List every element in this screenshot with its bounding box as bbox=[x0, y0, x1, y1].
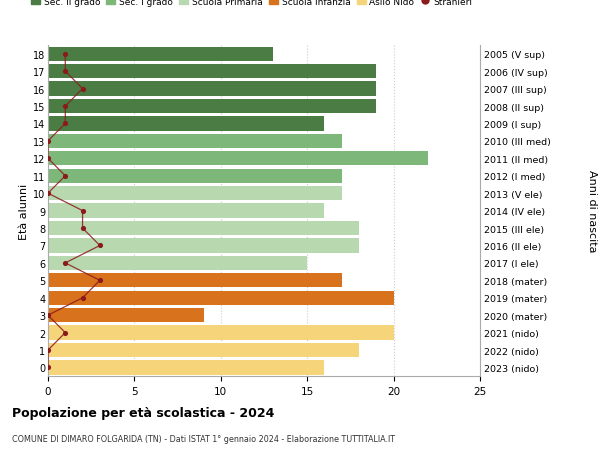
Bar bbox=[48, 274, 342, 288]
Point bbox=[78, 207, 88, 215]
Point bbox=[61, 173, 70, 180]
Point bbox=[43, 347, 53, 354]
Text: COMUNE DI DIMARO FOLGARIDA (TN) - Dati ISTAT 1° gennaio 2024 - Elaborazione TUTT: COMUNE DI DIMARO FOLGARIDA (TN) - Dati I… bbox=[12, 434, 395, 443]
Point bbox=[43, 190, 53, 197]
Bar bbox=[48, 204, 325, 218]
Point bbox=[78, 86, 88, 93]
Bar bbox=[48, 256, 307, 270]
Bar bbox=[48, 152, 428, 166]
Point bbox=[61, 121, 70, 128]
Point bbox=[43, 364, 53, 371]
Bar bbox=[48, 291, 394, 305]
Bar bbox=[48, 134, 342, 149]
Point bbox=[95, 277, 104, 285]
Bar bbox=[48, 169, 342, 184]
Point bbox=[61, 68, 70, 76]
Point bbox=[95, 242, 104, 250]
Bar bbox=[48, 221, 359, 235]
Bar bbox=[48, 187, 342, 201]
Y-axis label: Età alunni: Età alunni bbox=[19, 183, 29, 239]
Text: Popolazione per età scolastica - 2024: Popolazione per età scolastica - 2024 bbox=[12, 406, 274, 419]
Point bbox=[61, 260, 70, 267]
Bar bbox=[48, 65, 376, 79]
Legend: Sec. II grado, Sec. I grado, Scuola Primaria, Scuola Infanzia, Asilo Nido, Stran: Sec. II grado, Sec. I grado, Scuola Prim… bbox=[31, 0, 472, 6]
Point bbox=[43, 138, 53, 145]
Point bbox=[78, 225, 88, 232]
Point bbox=[61, 51, 70, 58]
Point bbox=[43, 155, 53, 162]
Bar bbox=[48, 239, 359, 253]
Point bbox=[61, 103, 70, 111]
Bar bbox=[48, 47, 272, 62]
Point bbox=[78, 294, 88, 302]
Point bbox=[61, 329, 70, 336]
Text: Anni di nascita: Anni di nascita bbox=[587, 170, 597, 252]
Bar bbox=[48, 343, 359, 358]
Bar bbox=[48, 100, 376, 114]
Bar bbox=[48, 117, 325, 131]
Bar bbox=[48, 326, 394, 340]
Bar bbox=[48, 361, 325, 375]
Point bbox=[43, 312, 53, 319]
Bar bbox=[48, 308, 203, 323]
Bar bbox=[48, 82, 376, 96]
